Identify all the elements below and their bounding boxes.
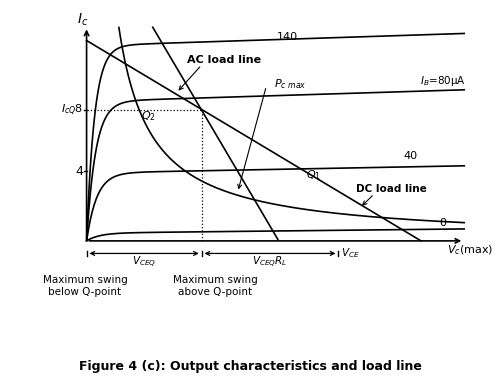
Text: 140: 140 — [277, 32, 298, 42]
Text: $V_{CEQ}$: $V_{CEQ}$ — [132, 255, 156, 270]
Text: Maximum swing
below Q-point: Maximum swing below Q-point — [42, 275, 127, 297]
Text: $P_{c\ max}$: $P_{c\ max}$ — [274, 77, 306, 91]
Text: $V_{CE}$: $V_{CE}$ — [341, 246, 360, 260]
Text: $V_c$(max): $V_c$(max) — [446, 243, 492, 257]
Text: Maximum swing
above Q-point: Maximum swing above Q-point — [172, 275, 258, 297]
Text: $I_c$: $I_c$ — [78, 12, 88, 28]
Text: $Q_1$: $Q_1$ — [306, 168, 321, 182]
Text: AC load line: AC load line — [188, 55, 262, 65]
Text: $Q_2$: $Q_2$ — [140, 109, 156, 123]
Text: $I_B$=80μA: $I_B$=80μA — [420, 74, 466, 88]
Text: DC load line: DC load line — [356, 184, 427, 194]
Text: 0: 0 — [439, 218, 446, 228]
Text: $I_{cQ}$8: $I_{cQ}$8 — [60, 103, 83, 118]
Text: Figure 4 (c): Output characteristics and load line: Figure 4 (c): Output characteristics and… — [78, 360, 422, 373]
Text: 4: 4 — [75, 165, 83, 178]
Text: 40: 40 — [403, 151, 417, 161]
Text: $V_{CEQ}R_L$: $V_{CEQ}R_L$ — [252, 255, 288, 270]
